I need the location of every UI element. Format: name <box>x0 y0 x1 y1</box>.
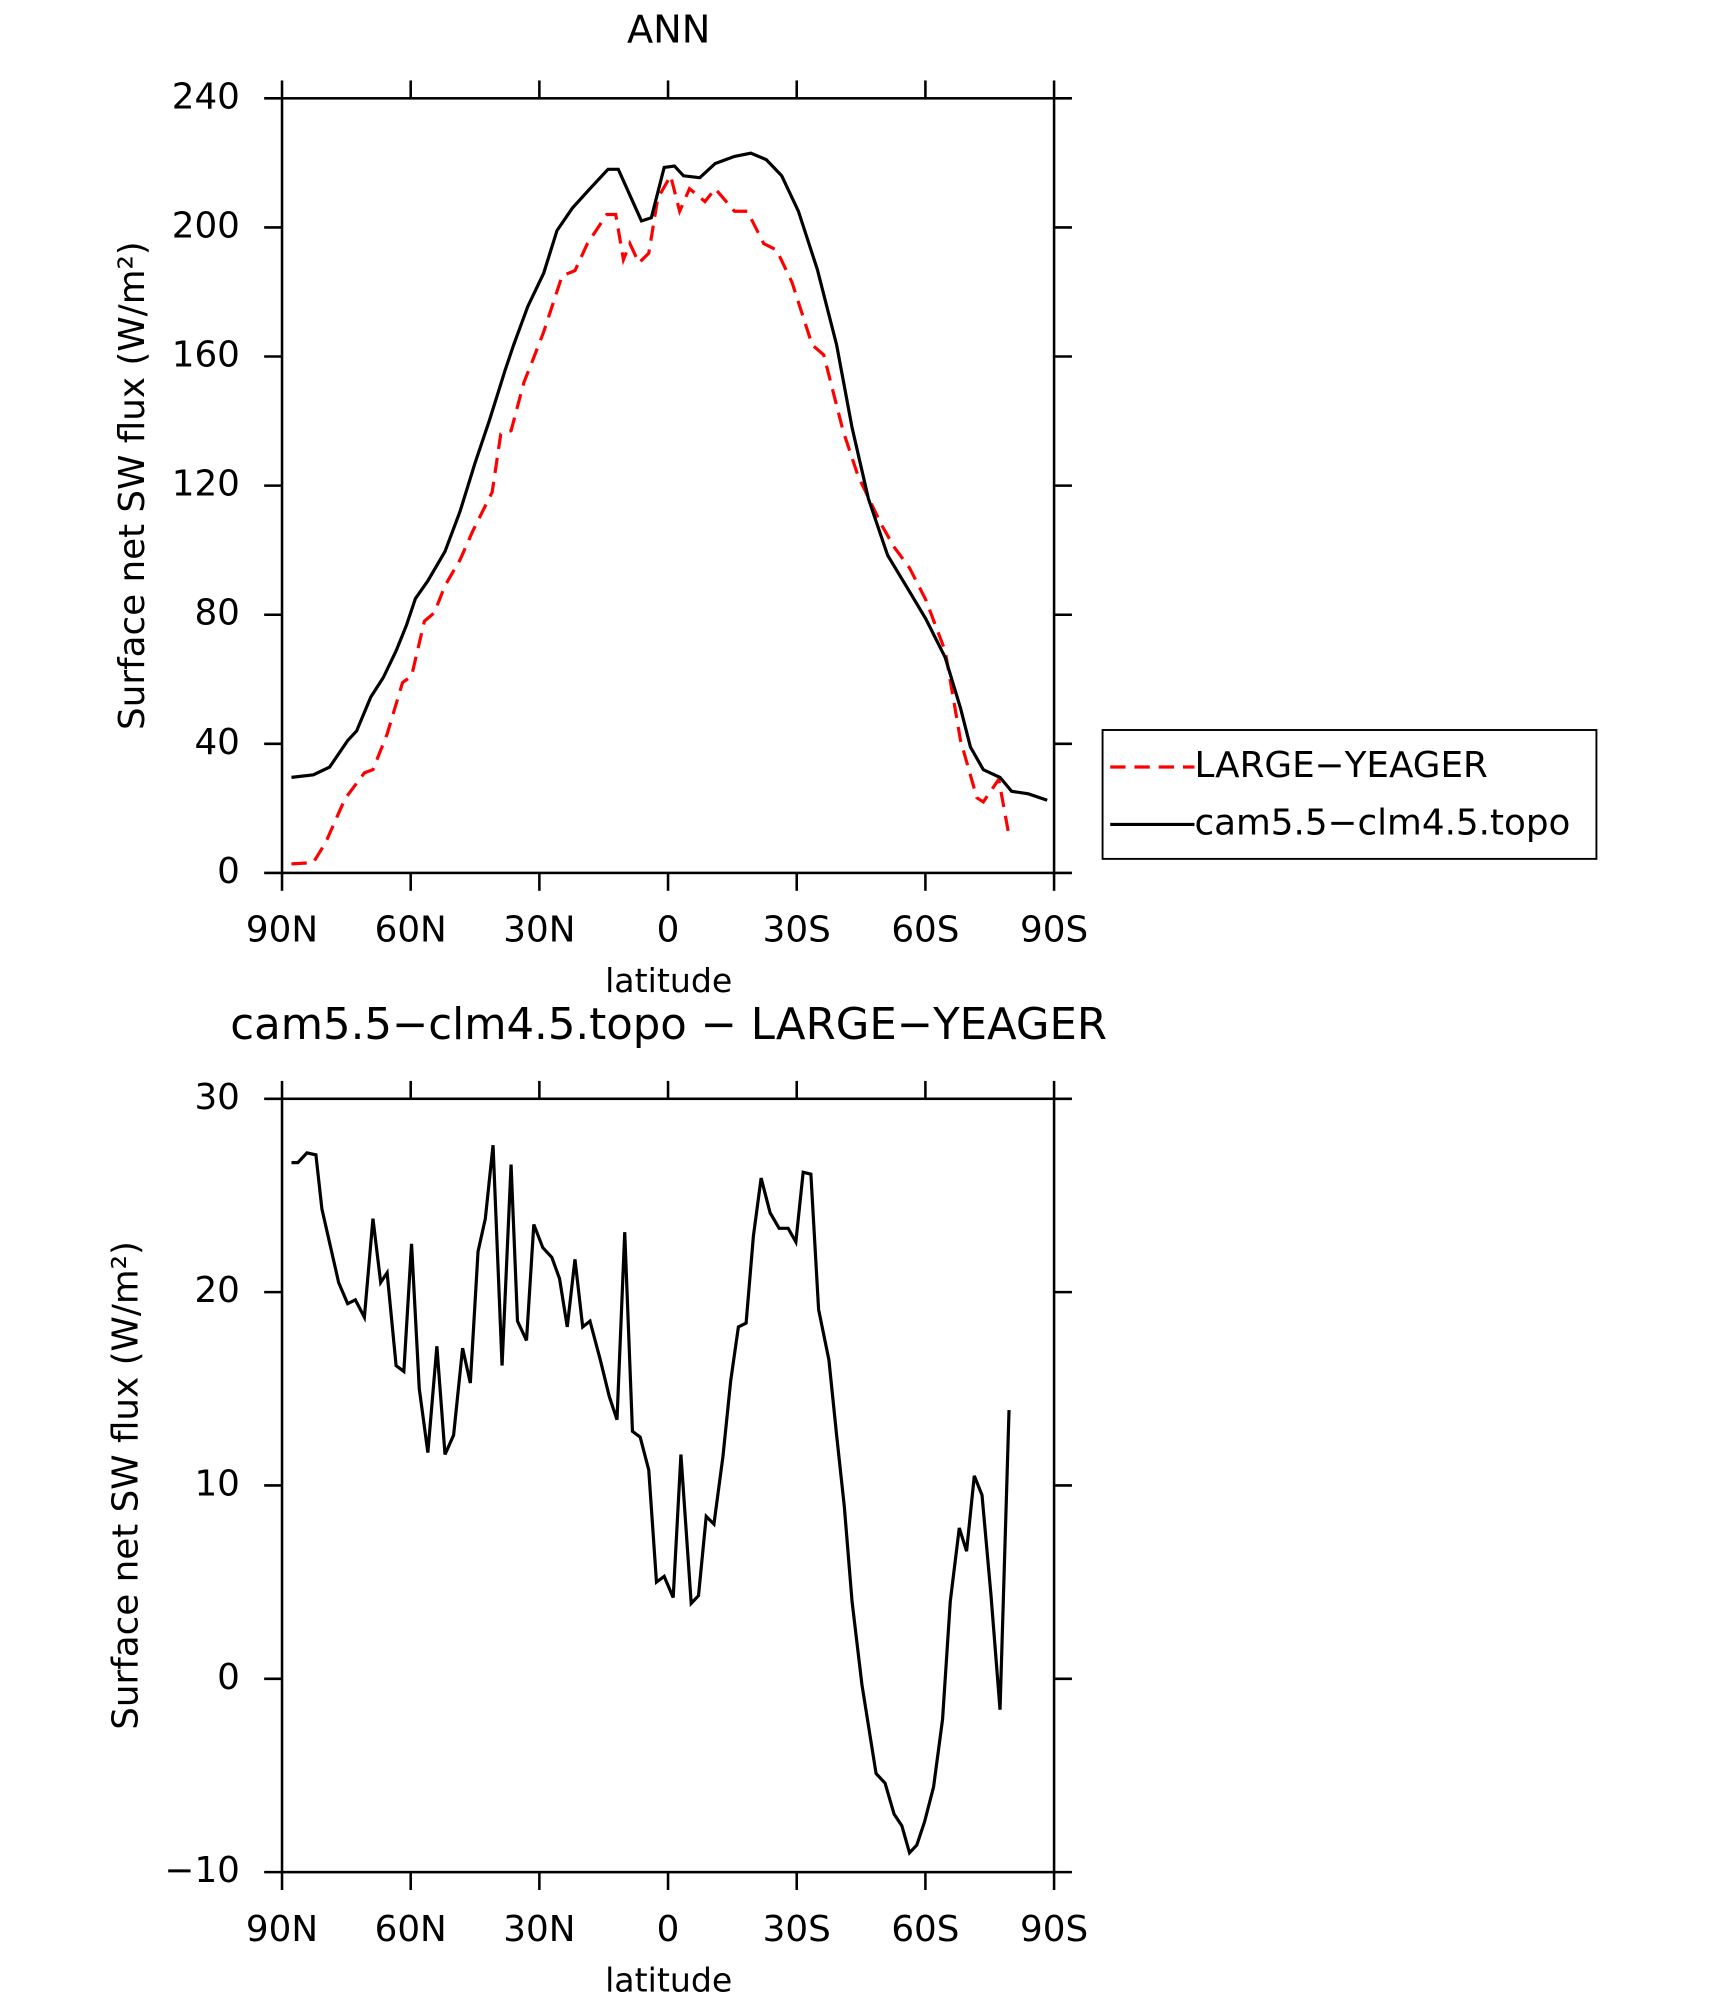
x-axis-label: latitude <box>605 1960 732 1999</box>
series-line <box>291 151 1048 802</box>
x-tick-label: 0 <box>657 1909 680 1950</box>
x-tick-label: 90N <box>246 1909 318 1950</box>
y-tick-label: 20 <box>194 1270 239 1311</box>
y-axis-label: Surface net SW flux (W/m²) <box>106 1241 147 1730</box>
x-tick-label: 60S <box>891 910 959 951</box>
legend-label: cam5.5−clm4.5.topo <box>1194 802 1570 843</box>
y-tick-label: 200 <box>172 205 240 246</box>
y-tick-label: 0 <box>217 1657 240 1698</box>
x-tick-label: 0 <box>657 910 680 951</box>
x-tick-label: 60S <box>891 1909 959 1950</box>
y-tick-label: 0 <box>217 851 240 892</box>
y-tick-label: 40 <box>194 722 239 763</box>
x-tick-label: 30N <box>503 1909 575 1950</box>
legend-box <box>1101 729 1598 860</box>
y-tick-label: 160 <box>172 335 240 376</box>
x-tick-label: 30N <box>503 910 575 951</box>
series-line <box>291 171 1011 866</box>
x-tick-label: 30S <box>763 910 831 951</box>
legend-label: LARGE−YEAGER <box>1194 745 1487 786</box>
x-tick-label: 90N <box>246 910 318 951</box>
x-tick-label: 60N <box>375 1909 447 1950</box>
y-tick-label: 80 <box>194 593 239 634</box>
y-tick-label: 30 <box>194 1077 239 1118</box>
x-tick-label: 60N <box>375 910 447 951</box>
y-tick-label: 240 <box>172 76 240 117</box>
chart-title: cam5.5−clm4.5.topo − LARGE−YEAGER <box>230 1000 1107 1050</box>
y-axis-label: Surface net SW flux (W/m²) <box>112 241 153 730</box>
plot-frame <box>280 97 1056 875</box>
chart-title: ANN <box>627 7 710 52</box>
y-tick-label: 10 <box>194 1463 239 1504</box>
x-tick-label: 30S <box>763 1909 831 1950</box>
x-tick-label: 90S <box>1020 1909 1088 1950</box>
y-tick-label: 120 <box>172 464 240 505</box>
x-axis-label: latitude <box>605 961 732 1000</box>
series-line <box>291 1145 1011 1856</box>
x-tick-label: 90S <box>1020 910 1088 951</box>
y-tick-label: −10 <box>165 1850 240 1891</box>
